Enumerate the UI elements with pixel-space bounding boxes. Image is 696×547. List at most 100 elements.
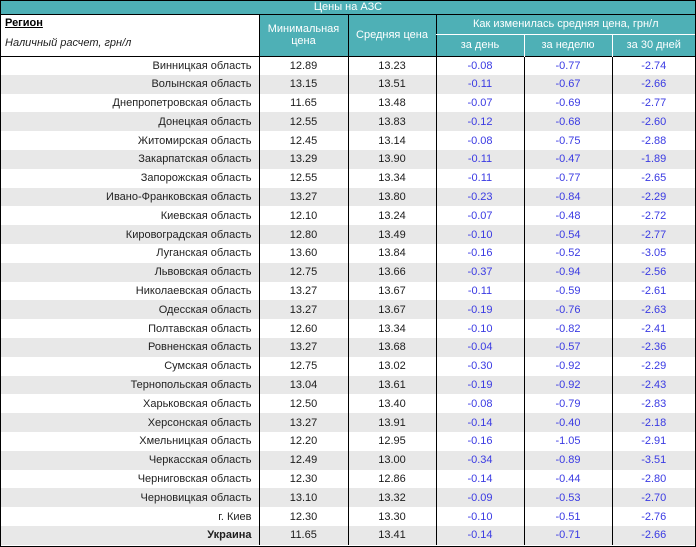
region-column-header: Регион Наличный расчет, грн/л [1,15,259,56]
table-row: Николаевская область 13.27 13.67 -0.11 -0.59… [1,281,695,301]
min-price-cell: 12.75 [258,356,348,376]
region-cell: Тернопольская область [1,375,259,395]
min-price-cell: 12.60 [258,319,348,338]
table-row: Донецкая область 12.55 13.83 -0.12 -0.68 -2.6… [1,112,695,132]
table-row: Днепропетровская область 11.65 13.48 -0.07-… [1,93,695,113]
table-row: Черновицкая область 13.10 13.32 -0.09 -0.53-… [1,488,695,508]
avg-price-cell: 13.24 [347,206,436,226]
change-day-cell: -0.07 [435,206,524,226]
avg-price-cell: 13.84 [347,243,436,263]
min-price-cell: 12.20 [258,431,348,451]
region-cell: Донецкая область [1,112,259,132]
region-cell: Ивано-Франковская область [1,187,259,207]
change-month-cell: -2.80 [611,469,695,489]
region-cell: Волынская область [1,74,259,94]
change-month-cell: -2.91 [611,431,695,451]
change-month-cell: -2.29 [611,187,695,207]
region-cell: Сумская область [164,360,252,373]
change-day-cell: -0.07 [435,93,524,113]
min-price-cell: 13.10 [258,488,348,508]
change-day-cell: -0.04 [435,337,524,357]
avg-price-cell: 12.86 [347,469,436,489]
min-price-cell: 12.80 [258,225,348,244]
avg-price-cell: 13.67 [347,281,436,301]
region-cell: Закарпатская область [1,149,259,169]
region-cell: Кировоградская область [1,225,259,244]
min-price-cell: 12.75 [258,262,348,282]
region-cell: Херсонская область [1,413,259,432]
table-row: Ивано-Франковская область 13.27 13.80 -0.23… [1,187,695,207]
change-week-cell: -0.68 [523,112,612,132]
region-cell: Черновицкая область [1,488,259,508]
region-cell: Ровненская область [1,337,259,357]
avg-price-cell: 13.00 [347,450,436,470]
region-cell: Одесская область [1,300,259,320]
avg-price-cell: 13.34 [347,319,436,338]
change-day-cell: -0.16 [435,431,524,451]
change-week-cell: -0.48 [523,206,612,226]
change-day-cell: -0.34 [435,450,524,470]
change-week-cell: -1.05 [523,431,612,451]
table-row: г. Киев 12.30 13.30 -0.10 -0.51 -2.76 [1,507,695,526]
change-week-cell: -0.54 [523,225,612,244]
table-row: Киевская область 12.10 13.24 -0.07 -0.48 -2.7… [1,206,695,226]
avg-price-cell: 13.34 [347,168,436,188]
change-day-cell: -0.12 [435,112,524,132]
change-month-cell: -2.63 [611,300,695,320]
change-month-cell: -2.66 [611,525,695,545]
page-title: Цены на АЗС [1,1,695,15]
change-month-cell: -2.83 [611,394,695,414]
region-header-label: Регион [5,17,43,29]
avg-price-cell: 13.66 [347,262,436,282]
avg-price-cell: 13.30 [347,507,436,526]
change-day-cell: -0.09 [435,488,524,508]
region-cell: Черкасская область [1,450,259,470]
min-price-cell: 12.30 [258,507,348,526]
min-price-cell: 13.27 [258,413,348,432]
fuel-prices-table: Регион Наличный расчет, грн/л Минимальна… [1,15,695,545]
table-row: Закарпатская область 13.29 13.90 -0.11 -0.47… [1,149,695,169]
avg-price-cell: 13.41 [347,525,436,545]
min-price-cell: 11.65 [258,525,348,545]
change-day-cell: -0.23 [435,187,524,207]
table-body: Винницкая область 12.89 13.23 -0.08 -0.77 -2.… [1,55,695,545]
change-week-cell: -0.92 [523,356,612,376]
avg-price-cell: 13.51 [347,74,436,94]
avg-price-column-header: Средняя цена [347,15,436,56]
price-change-group-header: Как изменилась средняя цена, грн/л [435,15,695,35]
region-cell: Житомирская область [137,134,252,147]
change-week-cell: -0.82 [523,319,612,338]
change-day-cell: -0.11 [435,149,524,169]
region-cell: Киевская область [160,209,252,222]
min-price-cell: 13.27 [258,187,348,207]
avg-price-cell: 13.14 [347,131,436,150]
table-row: Тернопольская область 13.04 13.61 -0.19 -0.9… [1,375,695,395]
change-month-cell: -2.36 [611,337,695,357]
avg-price-cell: 13.68 [347,337,436,357]
table-row: Одесская область 13.27 13.67 -0.19 -0.76 -2.6… [1,300,695,320]
change-week-cell: -0.59 [523,281,612,301]
change-month-cell: -2.77 [611,225,695,244]
min-price-cell: 13.15 [258,74,348,94]
change-week-cell: -0.76 [523,300,612,320]
change-week-cell: -0.44 [523,469,612,489]
change-day-cell: -0.30 [435,356,524,376]
min-price-cell: 13.60 [258,243,348,263]
change-month-cell: -2.70 [611,488,695,508]
change-day-cell: -0.14 [435,525,524,545]
change-day-cell: -0.08 [435,55,524,75]
min-price-cell: 12.30 [258,469,348,489]
change-week-cell: -0.57 [523,337,612,357]
change-month-cell: -2.43 [611,375,695,395]
change-day-cell: -0.16 [435,243,524,263]
min-price-cell: 12.49 [258,450,348,470]
change-week-cell: -0.51 [523,507,612,526]
avg-price-cell: 13.40 [347,394,436,414]
avg-price-cell: 13.80 [347,187,436,207]
change-month-cell: -2.65 [611,168,695,188]
change-month-cell: -2.74 [611,55,695,75]
change-month-cell: -3.51 [611,450,695,470]
change-week-cell: -0.94 [523,262,612,282]
change-month-cell: -2.88 [611,131,695,150]
